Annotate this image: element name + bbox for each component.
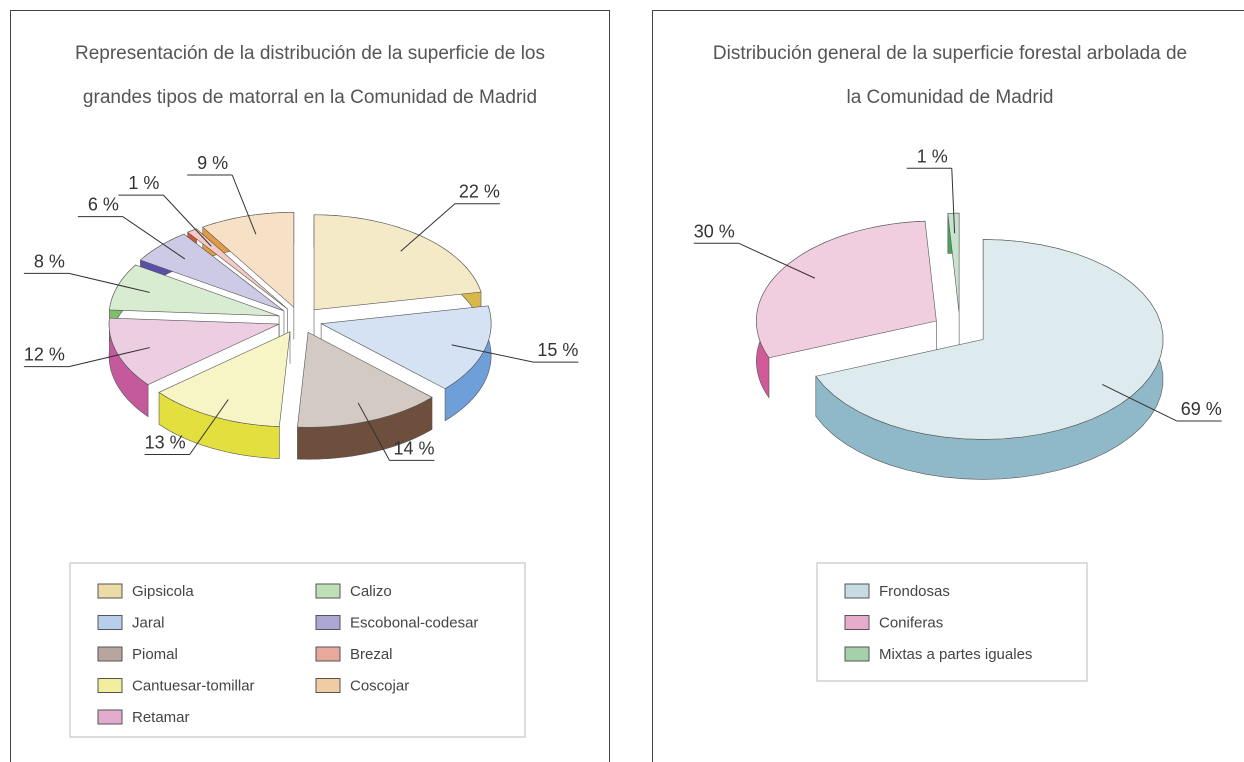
leader-line — [68, 347, 150, 368]
leader-line — [189, 399, 229, 455]
legend-swatch — [315, 583, 341, 599]
slice-base — [297, 332, 433, 428]
legend-swatch — [97, 646, 123, 662]
legend-swatch — [844, 646, 870, 662]
legend-label: Brezal — [350, 646, 393, 663]
slice — [158, 331, 291, 427]
slice-base — [187, 228, 288, 310]
data-label: 1 % — [917, 146, 948, 166]
leader-line — [451, 344, 534, 363]
legend-swatch — [97, 583, 123, 599]
legend-label: Mixtas a partes iguales — [879, 646, 1032, 663]
slice-base — [109, 318, 280, 385]
legend-swatch — [315, 615, 341, 630]
slice — [947, 212, 960, 314]
data-label: 14 % — [393, 438, 434, 458]
slice — [815, 239, 1164, 440]
leader-line — [357, 402, 390, 461]
leader-line — [163, 194, 212, 247]
pie: 69 % 30 % 1 % — [694, 146, 1222, 480]
leader-line — [1102, 383, 1177, 422]
data-label: 9 % — [197, 153, 228, 173]
legend-swatch — [97, 678, 123, 693]
leader-line — [122, 216, 186, 260]
slice-base — [109, 265, 280, 316]
legend-label: Escobonal-codesar — [350, 615, 478, 632]
slice — [320, 305, 492, 390]
chart-title: Representación de la distribución de la … — [75, 43, 545, 108]
legend-swatch — [315, 646, 341, 662]
slice-base — [159, 331, 291, 427]
panel-right — [652, 10, 1244, 762]
pie: 22 % 15 % 14 % 13 % 12 % 8 % 6 % 1 % 9 % — [24, 153, 578, 461]
slice-base — [314, 214, 482, 310]
data-label: 69 % — [1181, 399, 1222, 419]
data-label: 12 % — [24, 345, 65, 365]
slice — [202, 212, 295, 308]
leader-line — [738, 242, 815, 279]
legend-swatch — [315, 678, 341, 693]
slice-base — [756, 221, 937, 358]
data-label: 15 % — [537, 340, 578, 360]
slice-base — [321, 305, 492, 389]
leader-line — [68, 272, 150, 293]
legend-swatch — [97, 615, 123, 630]
slice-base — [202, 212, 294, 308]
legend-box — [69, 562, 526, 738]
data-label: 1 % — [128, 173, 159, 193]
legend-swatch — [844, 583, 870, 599]
legend-label: Gipsicola — [132, 583, 194, 600]
legend-label: Piomal — [132, 646, 178, 663]
slice — [109, 264, 280, 317]
data-label: 13 % — [145, 432, 186, 452]
slice — [297, 331, 433, 428]
legend-swatch — [844, 615, 870, 630]
slice — [313, 214, 482, 311]
leader-line — [400, 203, 456, 252]
legend-swatch — [97, 709, 123, 725]
legend-label: Cantuesar-tomillar — [132, 678, 255, 695]
legend-label: Retamar — [132, 709, 190, 726]
slice — [756, 220, 937, 359]
slice — [108, 317, 280, 385]
data-label: 6 % — [88, 195, 119, 215]
slice-base — [815, 239, 1163, 440]
data-label: 8 % — [34, 251, 65, 271]
data-label: 30 % — [694, 221, 735, 241]
legend-label: Jaral — [132, 615, 165, 632]
chart-title: Distribución general de la superficie fo… — [712, 43, 1188, 108]
panel-left — [10, 10, 610, 762]
legend-label: Coniferas — [879, 615, 943, 632]
leader-line — [231, 174, 257, 235]
legend-label: Coscojar — [350, 678, 409, 695]
legend-label: Calizo — [350, 583, 392, 600]
leader-line — [951, 168, 956, 234]
data-label: 22 % — [459, 182, 500, 202]
legend-label: Frondosas — [879, 583, 950, 600]
